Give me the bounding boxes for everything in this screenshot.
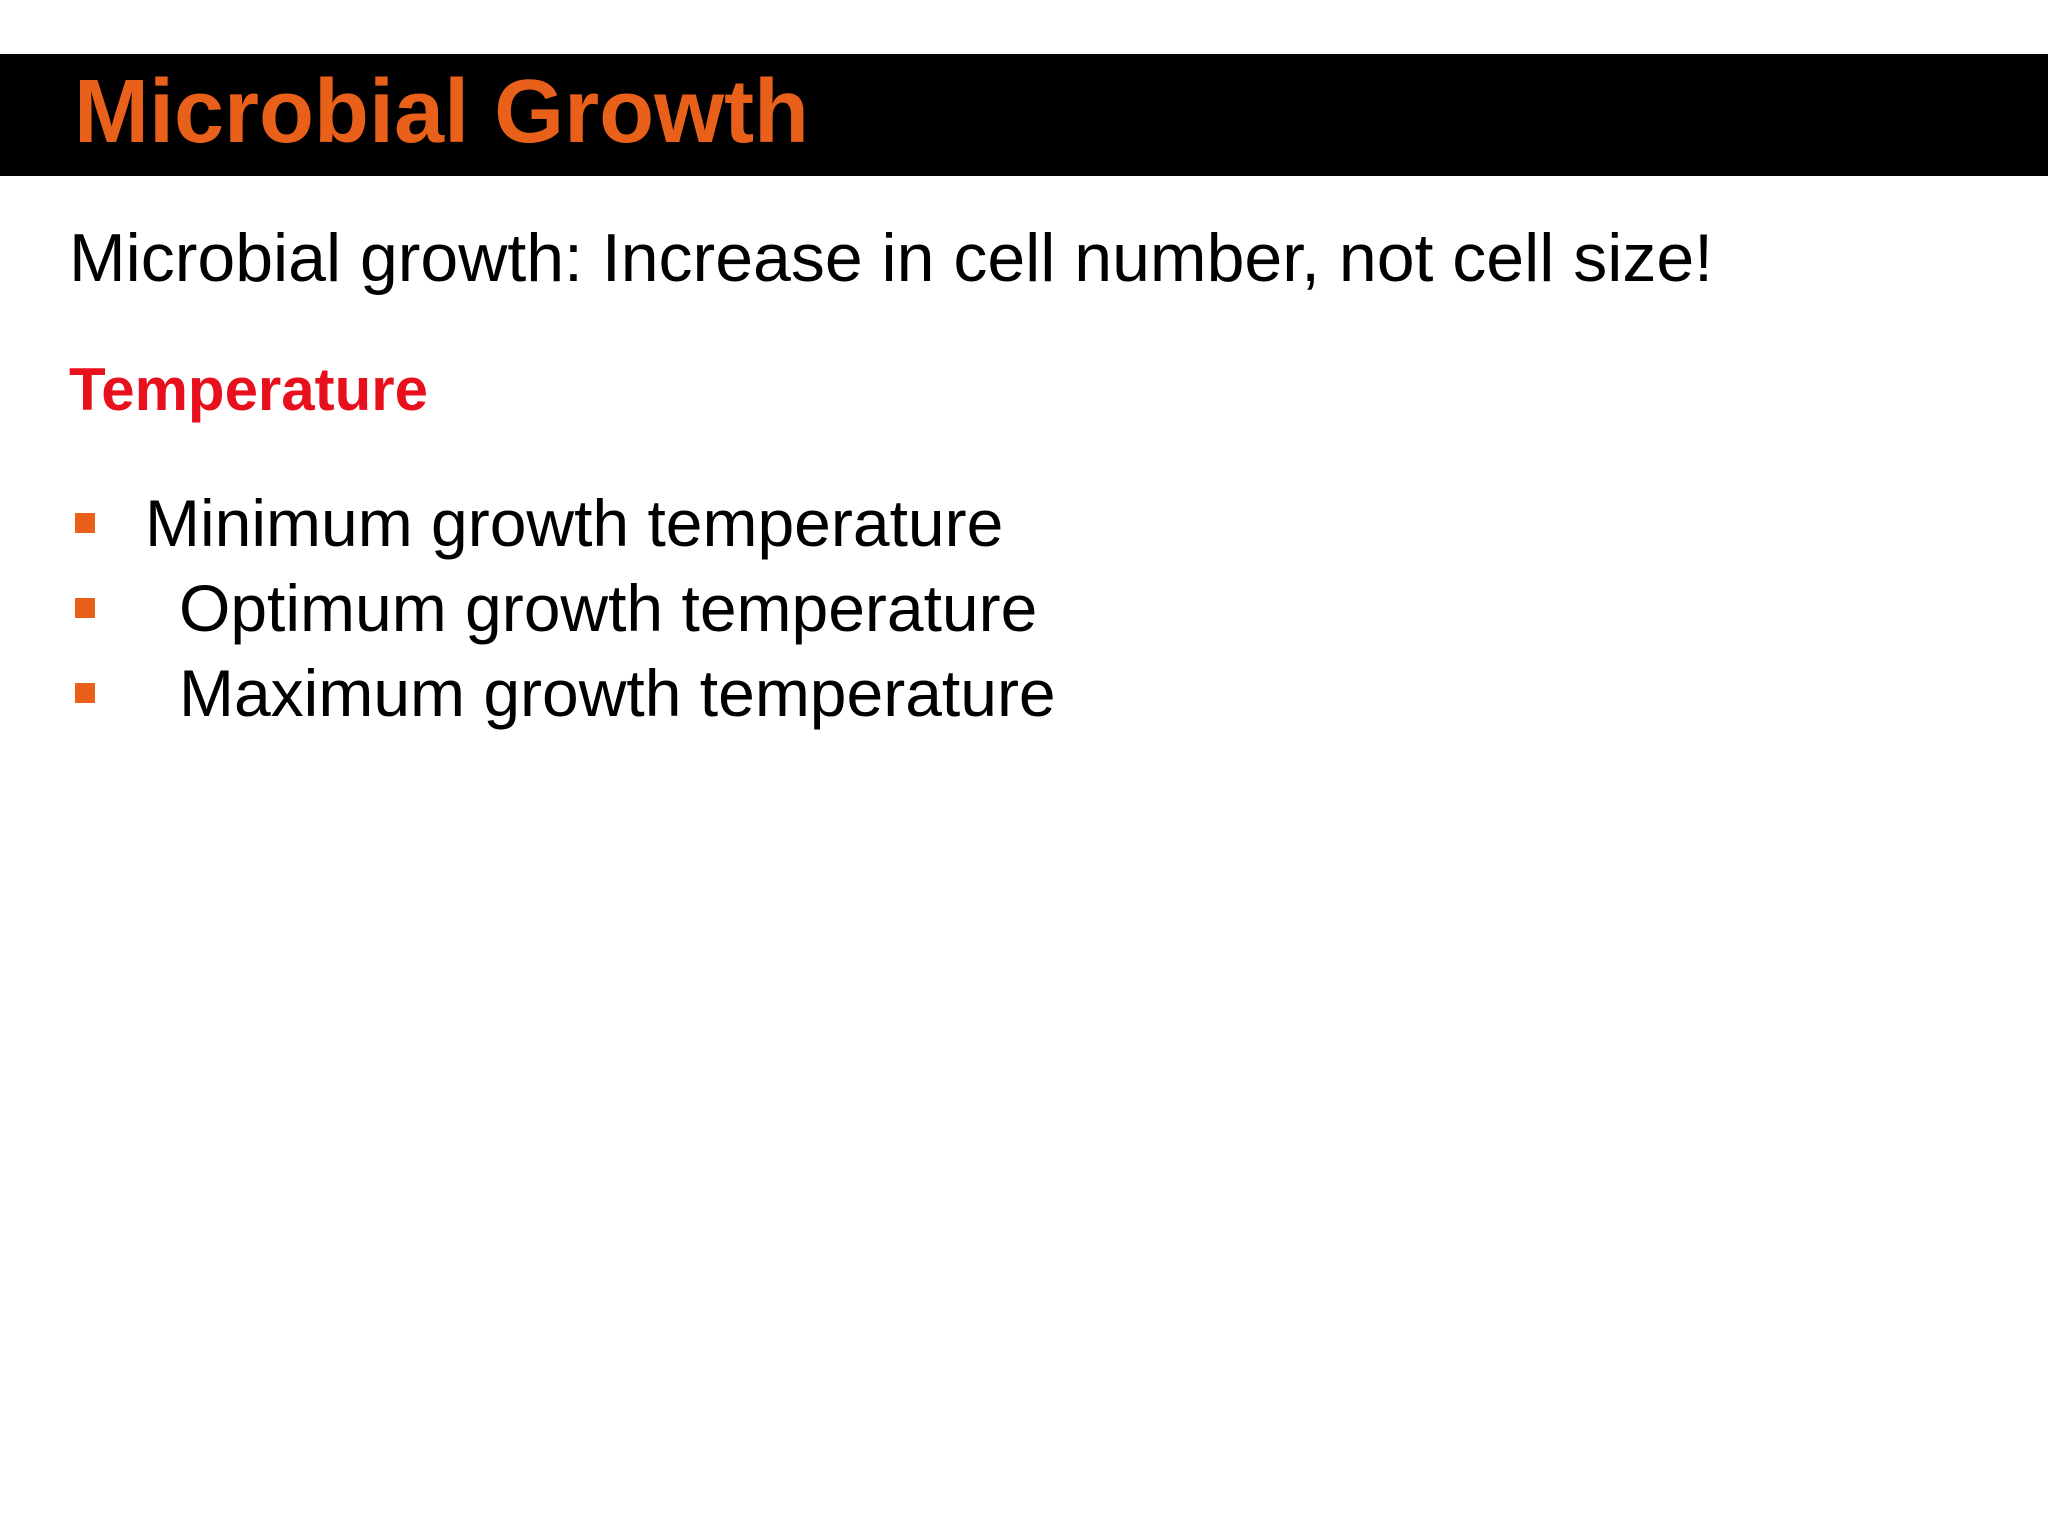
- square-bullet-icon: [75, 683, 95, 703]
- slide-title: Microbial Growth: [74, 62, 810, 162]
- bullet-text: Maximum growth temperature: [179, 656, 1056, 730]
- square-bullet-icon: [75, 598, 95, 618]
- title-bar: [0, 54, 2048, 176]
- bullet-text: Minimum growth temperature: [145, 486, 1004, 560]
- bullet-text: Optimum growth temperature: [179, 571, 1038, 645]
- square-bullet-icon: [75, 513, 95, 533]
- section-heading: Temperature: [69, 356, 429, 423]
- intro-text: Microbial growth: Increase in cell numbe…: [69, 220, 1714, 296]
